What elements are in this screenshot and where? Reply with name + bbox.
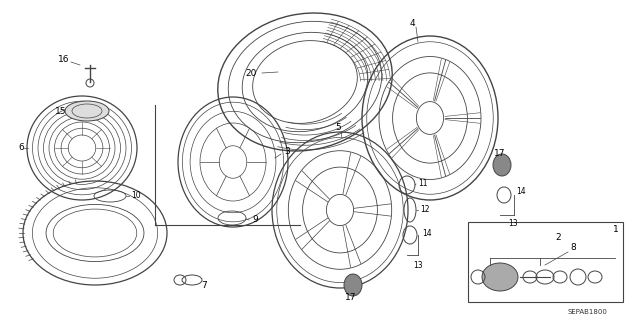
Ellipse shape [482,263,518,291]
Text: 7: 7 [201,280,207,290]
Text: 2: 2 [555,233,561,241]
Text: 16: 16 [58,56,70,64]
Bar [468,222,623,302]
Text: 9: 9 [252,216,258,225]
Text: 11: 11 [418,179,428,188]
Text: 3: 3 [284,147,290,157]
Text: 4: 4 [410,19,415,27]
Text: 14: 14 [422,228,431,238]
Ellipse shape [65,101,109,121]
Text: 1: 1 [613,226,619,234]
Text: 8: 8 [570,243,576,253]
Text: 6: 6 [18,144,24,152]
Text: 14: 14 [516,188,525,197]
Text: 13: 13 [413,261,422,270]
Text: 12: 12 [420,205,429,214]
Text: 17: 17 [345,293,356,302]
Text: 17: 17 [494,149,506,158]
Ellipse shape [344,274,362,296]
Text: 10: 10 [131,191,141,201]
Text: 5: 5 [335,123,340,132]
Text: 20: 20 [245,69,257,78]
Text: SEPAB1800: SEPAB1800 [568,309,608,315]
Text: 15: 15 [55,107,67,115]
Ellipse shape [493,154,511,176]
Text: 13: 13 [508,219,518,227]
